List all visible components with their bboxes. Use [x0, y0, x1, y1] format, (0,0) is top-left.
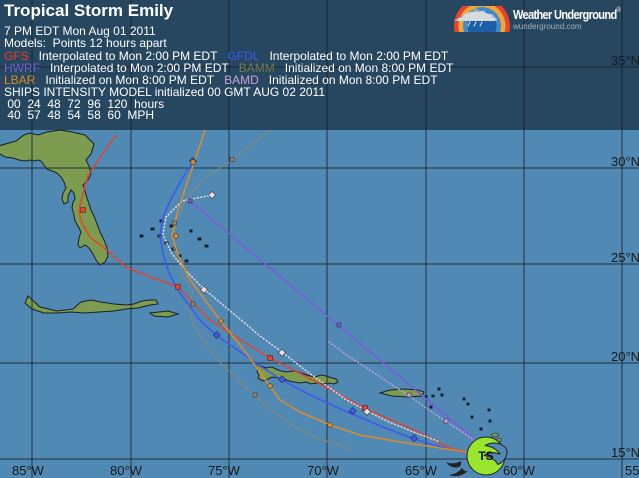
- svg-text:30°N: 30°N: [611, 154, 639, 169]
- svg-text:25°N: 25°N: [611, 250, 639, 265]
- svg-text:15°N: 15°N: [611, 445, 639, 460]
- svg-text:65°W: 65°W: [405, 463, 438, 478]
- svg-text:TS: TS: [478, 449, 493, 463]
- svg-text:70°W: 70°W: [307, 463, 340, 478]
- svg-text:85°W: 85°W: [12, 463, 45, 478]
- svg-text:20°N: 20°N: [611, 349, 639, 364]
- svg-text:55: 55: [625, 463, 639, 478]
- svg-text:75°W: 75°W: [208, 463, 241, 478]
- svg-text:60°W: 60°W: [503, 463, 536, 478]
- svg-text:80°W: 80°W: [110, 463, 143, 478]
